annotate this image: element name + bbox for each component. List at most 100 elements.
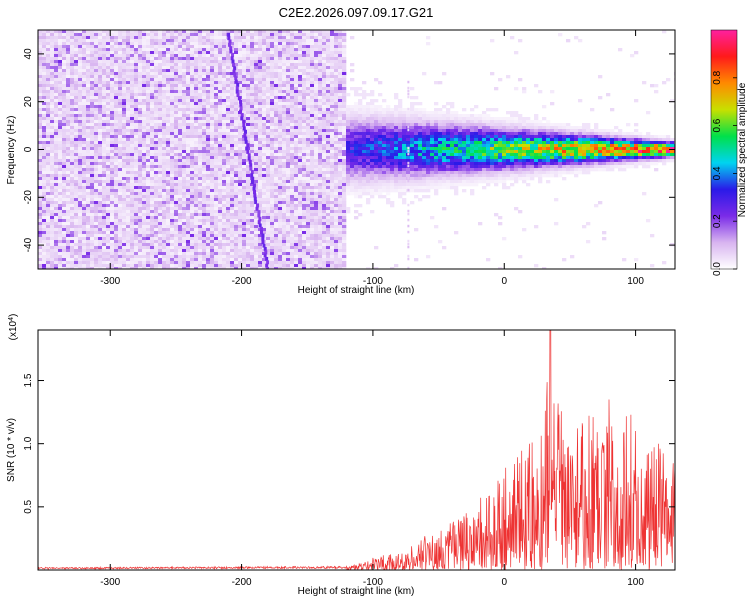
spectrogram-cell [178,33,183,37]
spectrogram-cell [210,189,215,193]
spectrogram-cell [166,114,171,118]
spectrogram-cell [122,216,127,220]
spectrogram-cell [170,66,175,70]
spectrogram-cell [118,249,123,253]
spectrogram-cell [230,183,235,187]
spectrogram-cell [178,156,183,160]
spectrogram-cell [122,48,127,52]
spectrogram-cell [282,75,287,79]
spectrogram-cell [226,57,231,61]
spectrogram-cell [222,162,227,166]
spectrogram-cell [46,117,51,121]
spectrogram-cell [122,252,127,256]
spectrogram-cell [198,171,203,175]
spectrogram-cell [46,141,51,145]
spectrogram-cell [234,201,239,205]
spectrogram-cell [282,114,287,118]
spectrogram-cell [58,78,63,82]
spectrogram-cell [74,75,79,79]
spectrogram-cell [238,78,243,82]
spectrogram-cell [150,237,155,241]
spectrogram-cell [202,147,207,151]
spectrogram-cell [54,87,59,91]
spectrogram-cell [214,150,219,154]
spectrogram-cell [254,165,259,169]
spectrogram-cell [186,123,191,127]
spectrogram-cell [86,33,91,37]
spectrogram-cell [58,48,63,52]
spectrogram-cell [78,60,83,64]
spectrogram-cell [198,261,203,265]
spectrogram-cell [238,174,243,178]
spectrogram-cell [198,153,203,157]
spectrogram-cell [274,105,279,109]
spectrogram-cell [246,225,251,229]
spectrogram-cell [182,240,187,244]
spectrogram-cell [254,57,259,61]
spectrogram-cell [278,222,283,226]
spectrogram-cell [114,234,119,238]
spectrogram-cell [226,162,231,166]
spectrogram-cell [54,225,59,229]
spectrogram-cell [150,153,155,157]
spectrogram-cell [166,165,171,169]
spectrogram-cell [190,39,195,43]
spectrogram-cell [154,201,159,205]
spectrogram-cell [182,267,187,269]
spectrogram-cell [102,48,107,52]
spectrogram-cell [206,63,211,67]
spectrogram-cell [234,111,239,115]
spectrogram-cell [186,45,191,49]
spectrogram-cell [210,123,215,127]
spectrogram-cell [166,198,171,202]
spectrogram-cell [206,240,211,244]
spectrogram-cell [278,108,283,112]
spectrogram-cell [82,255,87,259]
spectrogram-cell [254,210,259,214]
spectrogram-cell [246,162,251,166]
spectrogram-cell [154,45,159,49]
spectrogram-cell [106,237,111,241]
spectrogram-cell [170,51,175,55]
spectrogram-cell [266,93,271,97]
spectrogram-cell [154,123,159,127]
spectrogram-cell [74,141,79,145]
spectrogram-cell [254,222,259,226]
spectrogram-cell [98,186,103,190]
spectrogram-cell [142,87,147,91]
spectrogram-cell [122,240,127,244]
spectrogram-cell [114,237,119,241]
spectrogram-cell [262,189,267,193]
spectrogram-cell [222,192,227,196]
spectrogram-cell [234,204,239,208]
spectrogram-cell [50,150,55,154]
spectrogram-cell [150,144,155,148]
spectrogram-cell [38,258,43,262]
spectrogram-cell [282,171,287,175]
spectrogram-cell [146,204,151,208]
spectrogram-cell [230,78,235,82]
spectrogram-cell [62,93,67,97]
spectrogram-cell [50,72,55,76]
spectrogram-cell [234,54,239,58]
spectrogram-cell [54,198,59,202]
spectrogram-cell [102,267,107,269]
spectrogram-cell [158,222,163,226]
spectrogram-cell [62,231,67,235]
spectrogram-cell [162,51,167,55]
spectrogram-cell [114,30,119,34]
spectrogram-cell [190,255,195,259]
spectrogram-cell [234,42,239,46]
spectrogram-cell [66,243,71,247]
spectrogram-cell [58,84,63,88]
spectrogram-cell [62,195,67,199]
spectrogram-cell [174,111,179,115]
spectrogram-cell [50,147,55,151]
spectrogram-cell [50,249,55,253]
spectrogram-cell [230,222,235,226]
spectrogram-cell [218,111,223,115]
spectrogram-cell [98,159,103,163]
spectrogram-cell [62,153,67,157]
spectrogram-cell [238,90,243,94]
spectrogram-cell [114,267,119,269]
